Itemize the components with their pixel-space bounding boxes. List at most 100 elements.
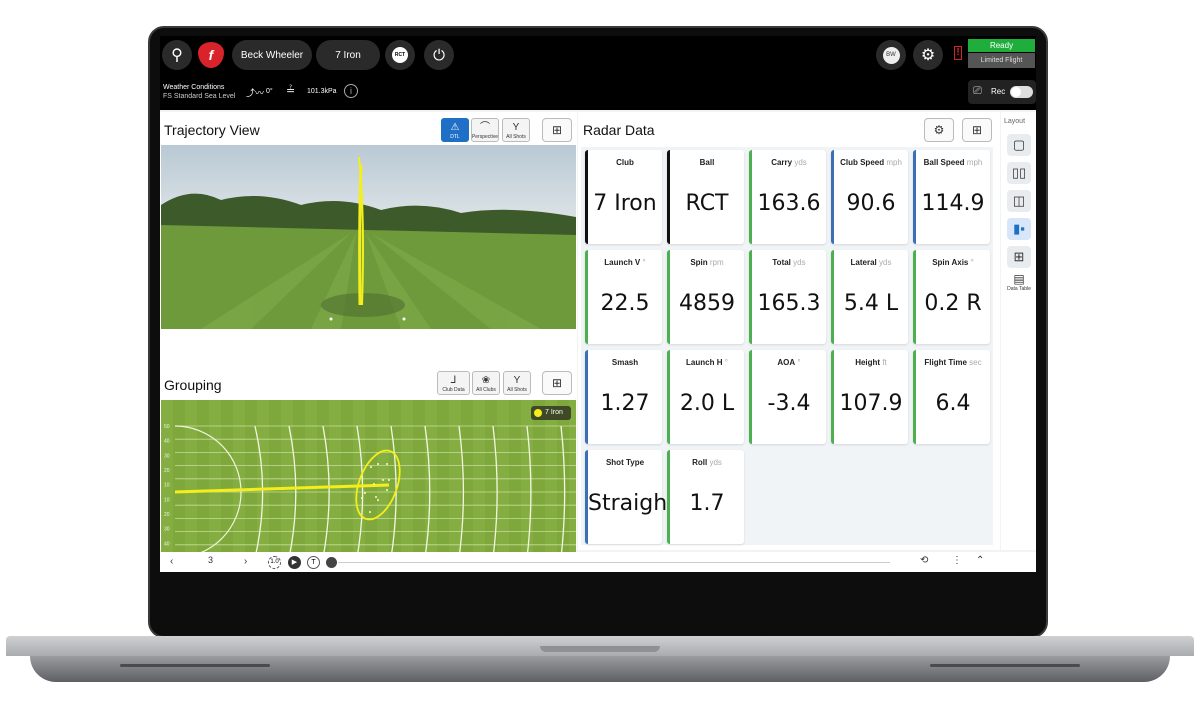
metric-card[interactable]: AOA ° -3.4 bbox=[749, 350, 826, 444]
metric-card[interactable]: Club Speed mph 90.6 bbox=[831, 150, 908, 244]
metric-card[interactable]: Lateral yds 5.4 L bbox=[831, 250, 908, 344]
metric-unit: yds bbox=[793, 258, 806, 267]
distance-arc bbox=[458, 425, 465, 559]
club-button[interactable]: 7 Iron bbox=[316, 40, 380, 70]
metric-card[interactable]: Launch V ° 22.5 bbox=[585, 250, 662, 344]
status-badge: Ready bbox=[968, 39, 1035, 52]
grid-layout-icon[interactable]: ⊞ bbox=[1007, 246, 1031, 268]
metric-card[interactable]: Club 7 Iron bbox=[585, 150, 662, 244]
previous-shot-button[interactable]: ‹ bbox=[170, 556, 174, 567]
shot-number[interactable]: 3 bbox=[208, 555, 214, 565]
filter-label: All Shots bbox=[507, 387, 527, 393]
avatar[interactable]: BW bbox=[876, 40, 906, 70]
metric-card[interactable]: Roll yds 1.7 bbox=[667, 450, 744, 544]
wind-icon: ⤴〰 bbox=[246, 88, 265, 98]
grass-stripe bbox=[305, 400, 317, 572]
all-clubs-button[interactable]: ❀ All Clubs bbox=[472, 371, 500, 395]
metric-card[interactable]: Ball RCT bbox=[667, 150, 744, 244]
shot-point bbox=[373, 483, 375, 485]
metric-card[interactable]: Flight Time sec 6.4 bbox=[913, 350, 990, 444]
gear-icon[interactable]: ⚙ bbox=[913, 40, 943, 70]
metric-unit: ° bbox=[642, 258, 646, 267]
metric-value: 22.5 bbox=[600, 291, 650, 316]
alert-icon[interactable]: ! bbox=[954, 46, 962, 60]
power-icon[interactable]: ⏻ bbox=[424, 40, 454, 70]
data-table-label: Data Table bbox=[1007, 286, 1031, 292]
trajectory-scene bbox=[161, 145, 576, 329]
metric-value: 2.0 L bbox=[679, 391, 735, 416]
speaker-vent bbox=[120, 664, 270, 667]
split-layout-filled-icon[interactable]: ▮▪ bbox=[1007, 218, 1031, 240]
metric-value: -3.4 bbox=[767, 391, 811, 416]
data-table-icon: ▤ bbox=[1013, 272, 1025, 286]
replay-icon[interactable]: ⟲ bbox=[920, 555, 929, 566]
metric-card[interactable]: Ball Speed mph 114.9 bbox=[913, 150, 990, 244]
distance-arc bbox=[322, 425, 330, 559]
weather-value: FS Standard Sea Level bbox=[163, 93, 236, 100]
player-button[interactable]: Beck Wheeler bbox=[232, 40, 312, 70]
add-widget-button[interactable]: ⊞ bbox=[542, 371, 572, 395]
metric-label: Launch V ° bbox=[604, 258, 646, 267]
radar-title: Radar Data bbox=[583, 122, 655, 138]
range-icon[interactable]: ⚲ bbox=[162, 40, 192, 70]
grass-stripe bbox=[449, 400, 461, 572]
pressure-value: 101.3kPa bbox=[307, 88, 337, 95]
mode-badge[interactable]: Limited Flight bbox=[968, 53, 1035, 68]
metric-label: Spin rpm bbox=[690, 258, 724, 267]
rec-toggle[interactable] bbox=[1010, 86, 1033, 98]
shot-point bbox=[370, 466, 372, 468]
split-layout-icon[interactable]: ◫ bbox=[1007, 190, 1031, 212]
single-layout-icon[interactable]: ▢ bbox=[1007, 134, 1031, 156]
all-shots-icon: Y bbox=[513, 375, 521, 386]
more-icon[interactable]: ⋮ bbox=[952, 555, 962, 566]
shot-trajectory bbox=[358, 156, 364, 306]
add-widget-button[interactable]: ⊞ bbox=[962, 118, 992, 142]
metric-value: 7 Iron bbox=[593, 191, 657, 216]
metric-label: Club Speed mph bbox=[840, 158, 902, 167]
metric-card[interactable]: Carry yds 163.6 bbox=[749, 150, 826, 244]
metric-card[interactable]: Total yds 165.3 bbox=[749, 250, 826, 344]
metric-unit: mph bbox=[886, 158, 902, 167]
distance-arc bbox=[424, 425, 431, 559]
metric-card[interactable]: Spin rpm 4859 bbox=[667, 250, 744, 344]
view-dtl-button[interactable]: ⚠ DTL bbox=[441, 118, 469, 142]
play-icon[interactable]: ▶ bbox=[288, 556, 301, 569]
info-icon[interactable]: i bbox=[344, 84, 358, 98]
metric-card[interactable]: Launch H ° 2.0 L bbox=[667, 350, 744, 444]
trajectory-title: Trajectory View bbox=[164, 122, 260, 138]
shot-point bbox=[364, 492, 366, 494]
camera-icon: ⎚ bbox=[973, 85, 982, 97]
add-widget-button[interactable]: ⊞ bbox=[542, 118, 572, 142]
legend-dot bbox=[534, 409, 542, 417]
weather-info: Weather Conditions FS Standard Sea Level bbox=[163, 83, 235, 101]
playback-track[interactable] bbox=[338, 562, 890, 563]
metric-card[interactable]: Spin Axis ° 0.2 R bbox=[913, 250, 990, 344]
collapse-icon[interactable]: ⌃ bbox=[976, 555, 985, 566]
avatar-initials: BW bbox=[882, 46, 900, 64]
grass-stripe bbox=[545, 400, 557, 572]
laptop-notch bbox=[540, 646, 660, 652]
metric-label: Smash bbox=[611, 358, 639, 367]
metric-value: 1.27 bbox=[600, 391, 650, 416]
view-perspective-button[interactable]: ⌒ Perspective bbox=[471, 118, 499, 142]
metric-card[interactable]: Shot Type Straight bbox=[585, 450, 676, 544]
view-all-shots-button[interactable]: Y All Shots bbox=[502, 118, 530, 142]
next-shot-button[interactable]: › bbox=[244, 556, 248, 567]
data-table-button[interactable]: ▤ Data Table bbox=[1003, 272, 1035, 292]
all-shots-button[interactable]: Y All Shots bbox=[503, 371, 531, 395]
top-bar: ⚲ f Beck Wheeler 7 Iron RCT ⏻ Weather Co… bbox=[160, 36, 1036, 110]
playback-slider-handle[interactable] bbox=[326, 557, 337, 568]
grass-stripe bbox=[401, 400, 413, 572]
metric-unit: ft bbox=[882, 358, 887, 367]
tracer-icon[interactable]: T bbox=[307, 556, 320, 569]
speed-button[interactable]: 1.0 bbox=[268, 556, 281, 569]
grass-stripe bbox=[233, 400, 245, 572]
perspective-icon: ⌒ bbox=[480, 122, 490, 133]
two-column-layout-icon[interactable]: ▯▯ bbox=[1007, 162, 1031, 184]
shot-point bbox=[377, 499, 379, 501]
metric-card[interactable]: Smash 1.27 bbox=[585, 350, 662, 444]
metric-card[interactable]: Height ft 107.9 bbox=[831, 350, 908, 444]
club-data-button[interactable]: ⅃ Club Data bbox=[437, 371, 470, 395]
radar-settings-button[interactable]: ⚙ bbox=[924, 118, 954, 142]
ball-button[interactable]: RCT bbox=[385, 40, 415, 70]
